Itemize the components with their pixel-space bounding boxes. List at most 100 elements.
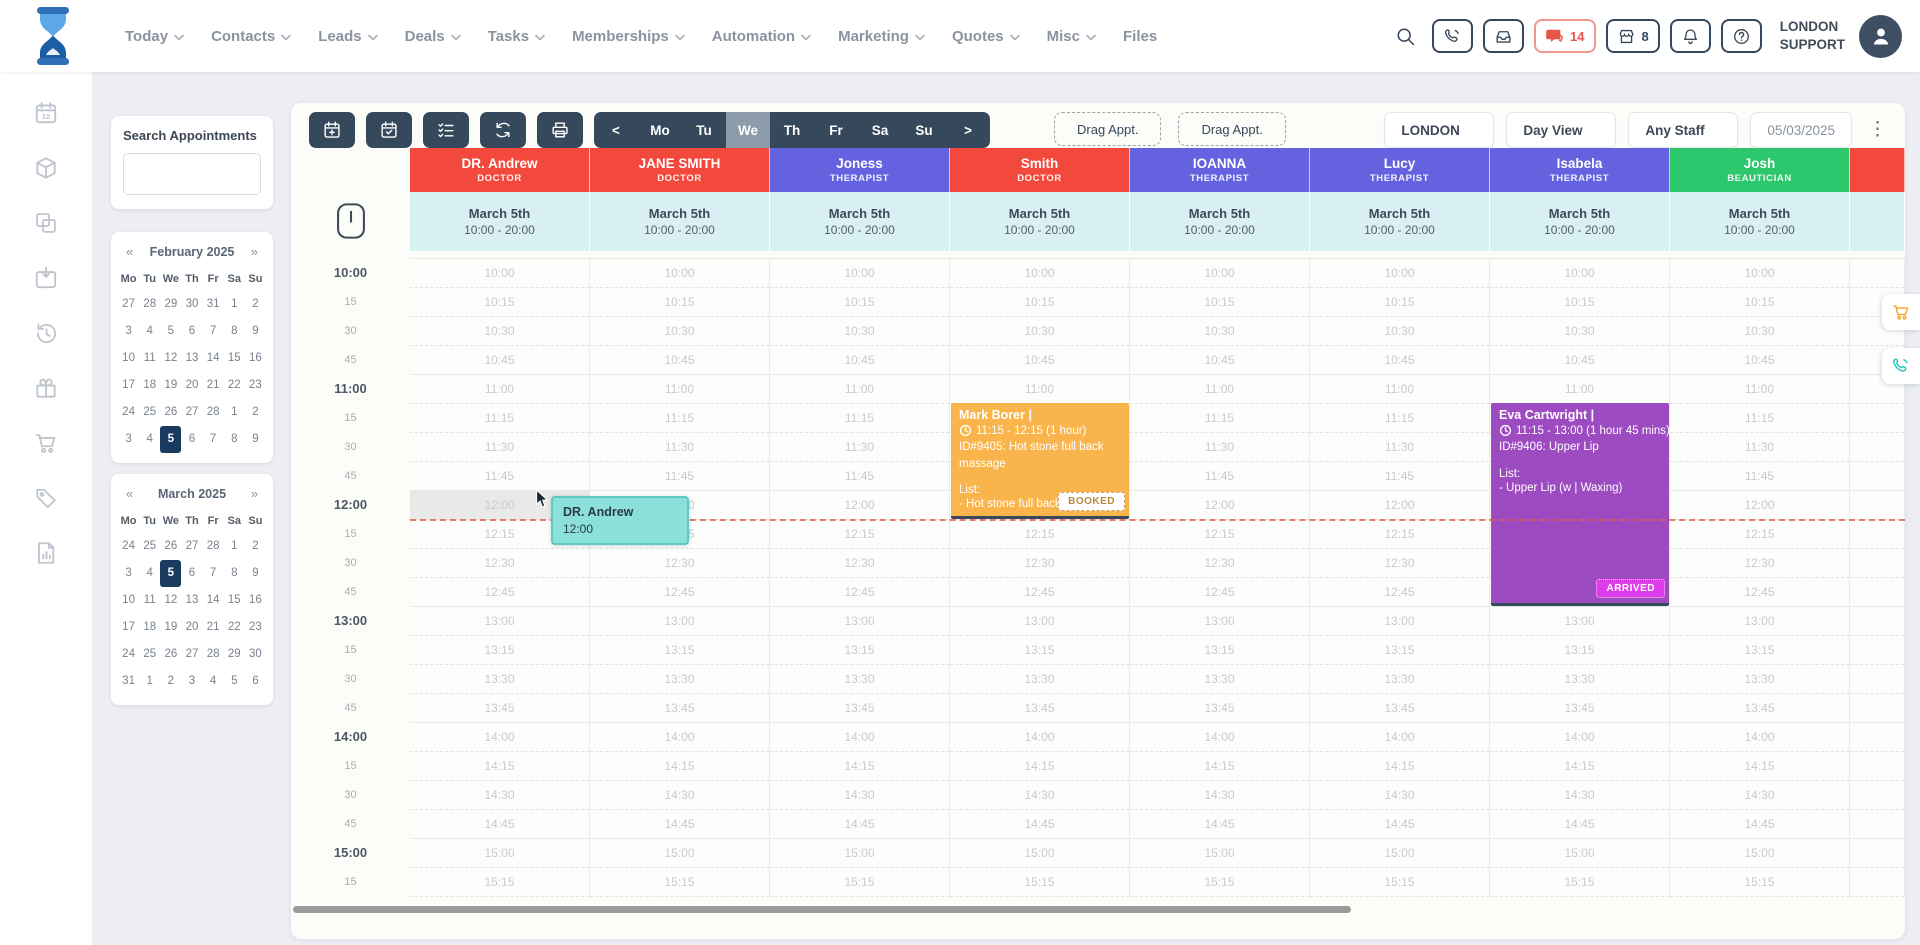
rail-calendar-import-icon[interactable] — [33, 265, 59, 291]
time-slot[interactable]: 11:00 — [1130, 375, 1309, 404]
search-icon[interactable] — [1395, 26, 1416, 47]
location-select[interactable]: LONDON — [1384, 112, 1495, 148]
time-slot[interactable]: 14:30 — [1670, 781, 1849, 810]
calendar-day[interactable]: 29 — [227, 648, 241, 660]
time-slot[interactable]: 14:15 — [950, 752, 1129, 781]
time-slot[interactable] — [1850, 694, 1904, 723]
nav-item-leads[interactable]: Leads — [318, 28, 378, 45]
calendar-day[interactable]: 1 — [231, 298, 238, 310]
staff-column-header-jane-smith[interactable]: JANE SMITH DOCTOR — [590, 148, 770, 192]
time-slot[interactable]: 12:30 — [410, 549, 589, 578]
new-appointment-button[interactable] — [309, 112, 355, 148]
calendar-day[interactable]: 27 — [185, 648, 199, 660]
calendar-day[interactable]: 9 — [252, 567, 259, 579]
time-slot[interactable] — [1850, 549, 1904, 578]
calendar-day[interactable]: 25 — [143, 540, 157, 552]
time-slot[interactable]: 13:00 — [770, 607, 949, 636]
calendar-day[interactable]: 6 — [188, 325, 196, 337]
calendar-day[interactable]: 8 — [231, 567, 238, 579]
calendar-day-selected[interactable]: 5 — [160, 426, 182, 453]
time-slot[interactable]: 13:45 — [590, 694, 769, 723]
time-slot[interactable]: 14:45 — [1310, 810, 1489, 839]
time-slot[interactable]: 10:00 — [590, 259, 769, 288]
calendar-day[interactable]: 3 — [188, 675, 196, 687]
calendar-day[interactable]: 2 — [252, 540, 259, 552]
rail-copy-icon[interactable] — [33, 210, 59, 236]
time-slot[interactable]: 11:45 — [1310, 462, 1489, 491]
calendar-day[interactable]: 19 — [164, 379, 178, 391]
time-slot[interactable]: 12:15 — [1130, 520, 1309, 549]
calendar-next-button[interactable]: » — [250, 486, 258, 501]
staff-column-header-isabela[interactable]: Isabela THERAPIST — [1490, 148, 1670, 192]
time-slot[interactable] — [1850, 288, 1904, 317]
time-slot[interactable]: 10:45 — [1130, 346, 1309, 375]
time-slot[interactable]: 15:00 — [410, 839, 589, 868]
time-slot[interactable]: 13:00 — [950, 607, 1129, 636]
time-slot[interactable]: 10:45 — [1310, 346, 1489, 375]
appointment-search-input[interactable] — [123, 153, 261, 195]
time-slot[interactable]: 14:15 — [410, 752, 589, 781]
time-slot[interactable] — [1850, 868, 1904, 897]
time-slot[interactable]: 13:45 — [1490, 694, 1669, 723]
time-slot[interactable]: 13:45 — [1310, 694, 1489, 723]
refresh-button[interactable] — [480, 112, 526, 148]
time-slot[interactable]: 11:45 — [410, 462, 589, 491]
calendar-day[interactable]: 4 — [209, 675, 217, 687]
time-slot[interactable]: 12:00 — [1310, 491, 1489, 520]
week-day-sa[interactable]: Sa — [871, 122, 889, 138]
calendar-day[interactable]: 23 — [249, 379, 262, 391]
nav-item-misc[interactable]: Misc — [1047, 28, 1096, 45]
staff-column-header-ioanna[interactable]: IOANNA THERAPIST — [1130, 148, 1310, 192]
time-slot[interactable]: 12:45 — [1670, 578, 1849, 607]
time-slot[interactable]: 14:15 — [590, 752, 769, 781]
calendar-day[interactable]: 25 — [143, 406, 157, 418]
time-slot[interactable]: 14:15 — [1670, 752, 1849, 781]
time-slot[interactable]: 10:30 — [590, 317, 769, 346]
time-slot[interactable]: 13:30 — [1670, 665, 1849, 694]
calendar-day[interactable]: 26 — [164, 540, 178, 552]
time-slot[interactable]: 12:30 — [950, 549, 1129, 578]
calendar-day[interactable]: 9 — [252, 325, 259, 337]
calendar-day[interactable]: 28 — [143, 298, 157, 310]
calendar-day[interactable]: 30 — [185, 298, 199, 310]
time-slot[interactable]: 11:30 — [1670, 433, 1849, 462]
calendar-day[interactable]: 18 — [143, 379, 157, 391]
time-slot[interactable]: 10:30 — [770, 317, 949, 346]
time-slot[interactable] — [1850, 781, 1904, 810]
calendar-day[interactable]: 4 — [146, 433, 153, 445]
calendar-day[interactable]: 10 — [122, 352, 135, 364]
time-slot[interactable]: 13:15 — [1310, 636, 1489, 665]
calendar-day[interactable]: 14 — [206, 352, 220, 364]
time-slot[interactable]: 14:30 — [590, 781, 769, 810]
calendar-day[interactable]: 31 — [122, 675, 135, 687]
week-day-su[interactable]: Su — [915, 122, 933, 138]
calendar-day[interactable]: 21 — [206, 621, 220, 633]
time-slot[interactable]: 14:00 — [1670, 723, 1849, 752]
time-slot[interactable]: 14:30 — [410, 781, 589, 810]
time-slot[interactable]: 13:45 — [770, 694, 949, 723]
time-slot[interactable]: 13:30 — [1310, 665, 1489, 694]
time-slot[interactable]: 11:45 — [770, 462, 949, 491]
time-slot[interactable]: 12:45 — [590, 578, 769, 607]
time-slot[interactable] — [1850, 520, 1904, 549]
time-slot[interactable]: 13:15 — [1130, 636, 1309, 665]
calendar-day[interactable]: 26 — [164, 648, 178, 660]
time-slot[interactable] — [1850, 346, 1904, 375]
staff-column-header-josh[interactable]: Josh BEAUTICIAN — [1670, 148, 1850, 192]
time-slot[interactable]: 11:15 — [590, 404, 769, 433]
rail-gift-icon[interactable] — [33, 375, 59, 401]
calendar-day[interactable]: 2 — [252, 406, 259, 418]
calendar-prev-button[interactable]: « — [126, 486, 134, 501]
calendar-day[interactable]: 3 — [125, 433, 132, 445]
calendar-day[interactable]: 16 — [249, 352, 262, 364]
time-slot[interactable]: 13:45 — [410, 694, 589, 723]
time-slot[interactable]: 11:15 — [770, 404, 949, 433]
calendar-day[interactable]: 5 — [167, 325, 175, 337]
calendar-day[interactable]: 18 — [143, 621, 157, 633]
time-slot[interactable]: 10:45 — [950, 346, 1129, 375]
time-slot[interactable]: 14:00 — [590, 723, 769, 752]
phone-fab-button[interactable] — [1882, 348, 1920, 384]
staff-select[interactable]: Any Staff — [1628, 112, 1739, 148]
time-slot[interactable]: 10:45 — [770, 346, 949, 375]
time-slot[interactable]: 10:30 — [950, 317, 1129, 346]
